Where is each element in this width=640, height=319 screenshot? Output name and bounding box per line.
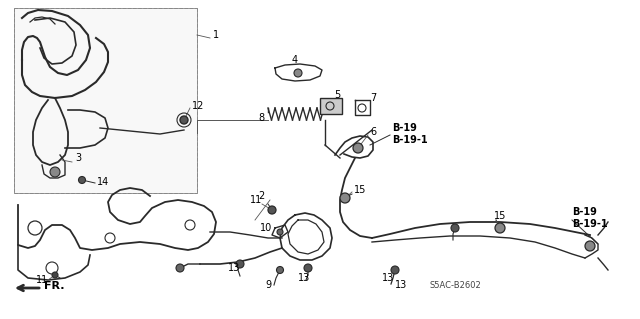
Circle shape <box>176 264 184 272</box>
Text: S5AC-B2602: S5AC-B2602 <box>430 280 482 290</box>
Circle shape <box>495 223 505 233</box>
Text: B-19: B-19 <box>392 123 417 133</box>
Circle shape <box>294 69 302 77</box>
Circle shape <box>268 206 276 214</box>
Text: 15: 15 <box>354 185 366 195</box>
Circle shape <box>451 224 459 232</box>
Circle shape <box>276 266 284 273</box>
Text: 11: 11 <box>36 275 48 285</box>
Circle shape <box>391 266 399 274</box>
Circle shape <box>52 272 58 278</box>
Circle shape <box>340 193 350 203</box>
Text: B-19-1: B-19-1 <box>572 219 607 229</box>
Text: 5: 5 <box>334 90 340 100</box>
Text: B-19: B-19 <box>572 207 597 217</box>
Text: 2: 2 <box>258 191 264 201</box>
Text: FR.: FR. <box>44 281 65 291</box>
Text: 4: 4 <box>292 55 298 65</box>
Text: 13: 13 <box>228 263 240 273</box>
Text: 10: 10 <box>260 223 272 233</box>
Text: 12: 12 <box>192 101 204 111</box>
Text: 14: 14 <box>97 177 109 187</box>
Text: 8: 8 <box>258 113 264 123</box>
Circle shape <box>585 241 595 251</box>
Text: 9: 9 <box>265 280 271 290</box>
Text: 13: 13 <box>395 280 407 290</box>
Text: 11: 11 <box>250 195 262 205</box>
Bar <box>320 98 342 114</box>
Circle shape <box>304 264 312 272</box>
Text: 7: 7 <box>370 93 376 103</box>
Circle shape <box>50 167 60 177</box>
Text: 13: 13 <box>382 273 394 283</box>
Text: 6: 6 <box>370 127 376 137</box>
Text: 13: 13 <box>298 273 310 283</box>
Text: 1: 1 <box>213 30 219 40</box>
Text: 3: 3 <box>75 153 81 163</box>
Circle shape <box>353 143 363 153</box>
Circle shape <box>277 229 283 235</box>
Circle shape <box>236 260 244 268</box>
Circle shape <box>79 176 86 183</box>
Bar <box>14 8 197 193</box>
Circle shape <box>180 116 188 124</box>
Text: 15: 15 <box>494 211 506 221</box>
Text: B-19-1: B-19-1 <box>392 135 428 145</box>
